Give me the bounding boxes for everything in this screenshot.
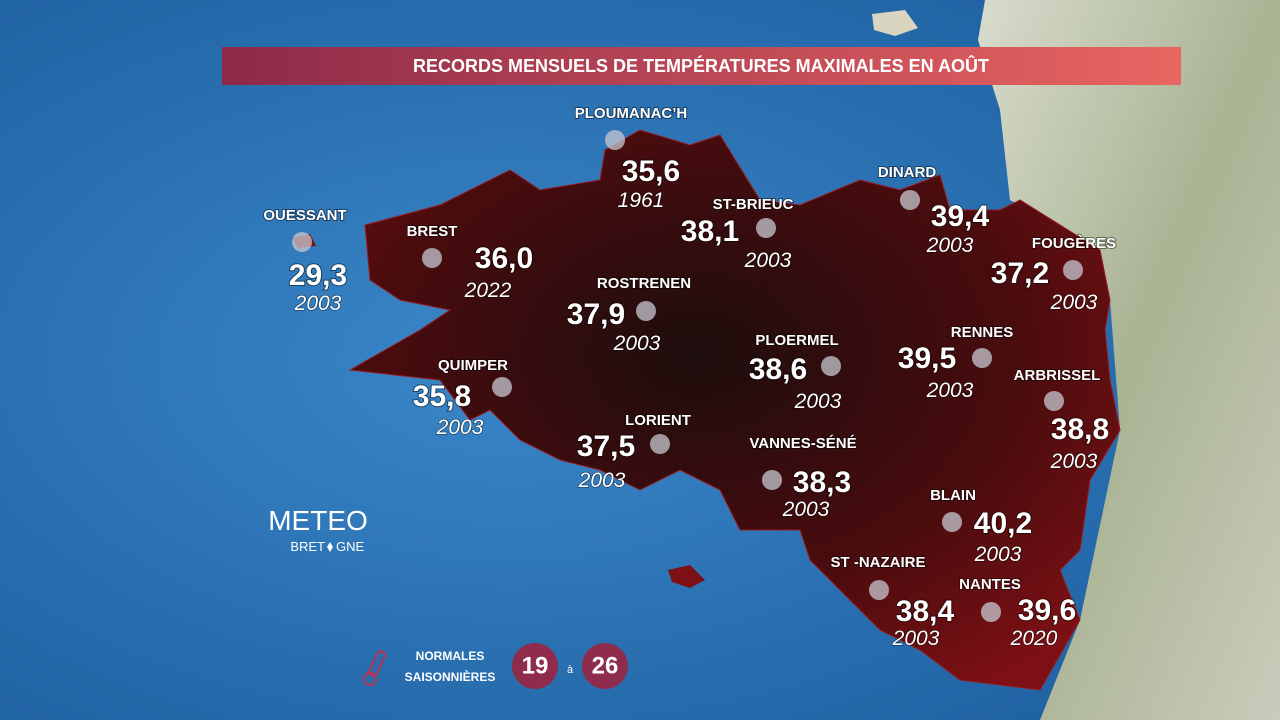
station-year: 2003 bbox=[1050, 450, 1098, 473]
legend-line2: SAISONNIÈRES bbox=[405, 669, 496, 684]
station-dot bbox=[756, 218, 776, 238]
legend-min-badge bbox=[512, 643, 558, 689]
logo: METEO BRET GNE bbox=[268, 505, 368, 554]
station-year: 2003 bbox=[436, 416, 484, 439]
station-year: 2022 bbox=[464, 279, 512, 302]
station-dot bbox=[972, 348, 992, 368]
station-year: 2003 bbox=[294, 292, 342, 315]
legend: NORMALES SAISONNIÈRES 19 à 26 bbox=[362, 643, 628, 689]
station-year: 2020 bbox=[1010, 627, 1058, 650]
land bbox=[978, 0, 1280, 720]
logo-line1: METEO bbox=[268, 505, 368, 536]
station-year: 2003 bbox=[782, 498, 830, 521]
legend-min: 19 bbox=[522, 652, 549, 679]
jersey bbox=[872, 10, 918, 36]
station-dot bbox=[900, 190, 920, 210]
station-dot bbox=[1063, 260, 1083, 280]
station-dot bbox=[605, 130, 625, 150]
station-name: ROSTRENEN bbox=[597, 275, 691, 292]
station-name: ST-BRIEUC bbox=[713, 196, 794, 213]
logo-line2b: GNE bbox=[336, 539, 365, 554]
title-banner bbox=[222, 47, 1181, 85]
station-year: 2003 bbox=[926, 379, 974, 402]
station-temp: 38,4 bbox=[896, 595, 955, 628]
legend-max-badge bbox=[582, 643, 628, 689]
station-name: ARBRISSEL bbox=[1014, 367, 1101, 384]
station-dot bbox=[942, 512, 962, 532]
station-dot bbox=[821, 356, 841, 376]
station-temp: 38,6 bbox=[749, 353, 807, 386]
legend-max: 26 bbox=[592, 652, 619, 679]
station-dot bbox=[762, 470, 782, 490]
station-name: NANTES bbox=[959, 576, 1021, 593]
station-name: ST -NAZAIRE bbox=[831, 554, 926, 571]
station-year: 2003 bbox=[1050, 291, 1098, 314]
station-year: 1961 bbox=[618, 189, 665, 212]
station-name: RENNES bbox=[951, 324, 1014, 341]
station-temp: 40,2 bbox=[974, 507, 1032, 540]
ermine bbox=[327, 542, 333, 552]
station-temp: 37,5 bbox=[577, 430, 635, 463]
station-name: BREST bbox=[407, 223, 458, 240]
station-temp: 39,4 bbox=[931, 200, 990, 233]
station-temp: 35,6 bbox=[622, 155, 680, 188]
station-temp: 39,6 bbox=[1018, 594, 1076, 627]
station-name: OUESSANT bbox=[263, 207, 346, 224]
station-name: PLOERMEL bbox=[755, 332, 838, 349]
station-dot bbox=[422, 248, 442, 268]
station-name: FOUGÈRES bbox=[1032, 235, 1116, 252]
station-year: 2003 bbox=[613, 332, 661, 355]
station-year: 2003 bbox=[744, 249, 792, 272]
station-name: DINARD bbox=[878, 164, 936, 181]
station-dot bbox=[1044, 391, 1064, 411]
station-year: 2003 bbox=[794, 390, 842, 413]
legend-sep: à bbox=[567, 664, 574, 676]
logo-line2a: BRET bbox=[290, 539, 325, 554]
station-temp: 35,8 bbox=[413, 380, 471, 413]
station-year: 2003 bbox=[892, 627, 940, 650]
station-temp: 38,1 bbox=[681, 215, 739, 248]
station-dot bbox=[981, 602, 1001, 622]
station-name: VANNES-SÉNÉ bbox=[749, 435, 856, 452]
station-temp: 38,8 bbox=[1051, 413, 1109, 446]
station-temp: 29,3 bbox=[289, 259, 347, 292]
brittany bbox=[348, 129, 1121, 691]
legend-line1: NORMALES bbox=[416, 649, 485, 663]
station-temp: 39,5 bbox=[898, 342, 956, 375]
station-dot bbox=[492, 377, 512, 397]
station-name: PLOUMANAC’H bbox=[575, 105, 688, 122]
station-year: 2003 bbox=[926, 234, 974, 257]
station-temp: 36,0 bbox=[475, 242, 533, 275]
station-temp: 38,3 bbox=[793, 466, 851, 499]
station-temp: 37,2 bbox=[991, 257, 1049, 290]
station-name: BLAIN bbox=[930, 487, 976, 504]
station-dot bbox=[650, 434, 670, 454]
title: RECORDS MENSUELS DE TEMPÉRATURES MAXIMAL… bbox=[413, 55, 989, 76]
station-year: 2003 bbox=[974, 543, 1022, 566]
station-dot bbox=[636, 301, 656, 321]
station-temp: 37,9 bbox=[567, 298, 625, 331]
station-name: QUIMPER bbox=[438, 357, 508, 374]
station-dot bbox=[869, 580, 889, 600]
station-name: LORIENT bbox=[625, 412, 691, 429]
stations: OUESSANT29,32003BREST36,02022PLOUMANAC’H… bbox=[262, 104, 1117, 651]
station-dot bbox=[292, 232, 312, 252]
thermometer-icon bbox=[362, 650, 386, 686]
station-year: 2003 bbox=[578, 469, 626, 492]
belle-ile bbox=[668, 565, 705, 588]
